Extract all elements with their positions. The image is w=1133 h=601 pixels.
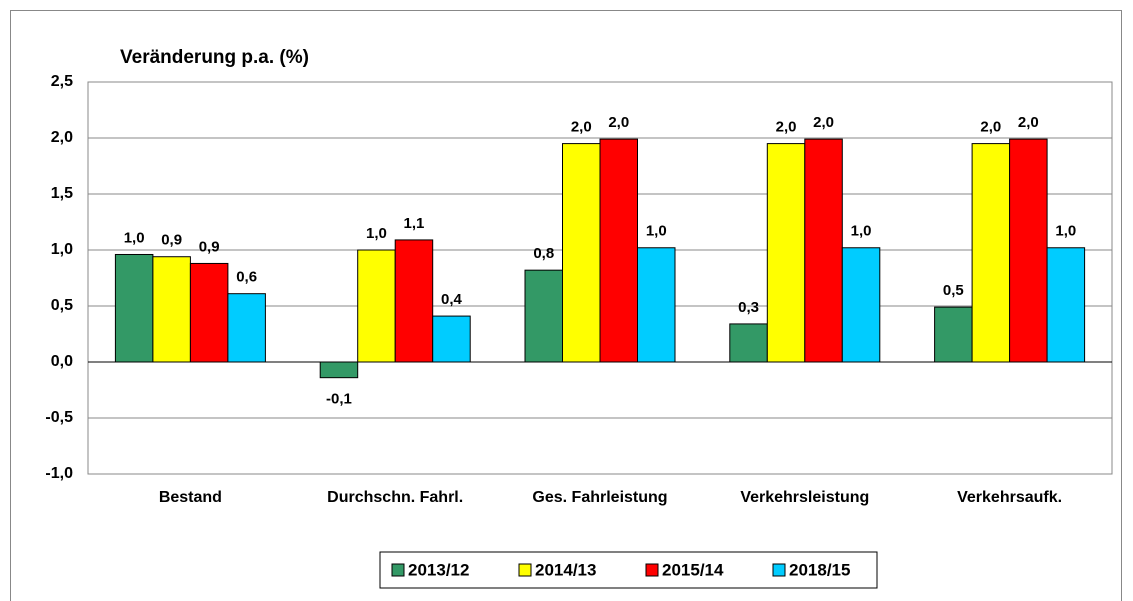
bar (1046, 247, 1086, 363)
data-label: 0,6 (236, 269, 257, 286)
data-label: 1,0 (646, 223, 667, 240)
data-label: 1,1 (404, 215, 425, 232)
bar (971, 143, 1011, 363)
bar (524, 269, 563, 363)
legend-label: 2014/13 (535, 560, 596, 579)
legend-swatch (772, 563, 786, 577)
legend-swatch (391, 563, 405, 577)
data-label: 1,0 (851, 223, 872, 240)
bar (319, 361, 359, 379)
x-tick-label: Verkehrsaufk. (957, 489, 1062, 506)
bar (432, 315, 471, 363)
y-tick-label: 2,0 (51, 129, 73, 146)
bar (729, 323, 768, 363)
bar (599, 138, 638, 363)
legend-box (379, 551, 878, 589)
x-tick-label: Verkehrsleistung (740, 489, 869, 506)
x-tick-label: Bestand (159, 489, 222, 506)
bar (114, 253, 154, 363)
data-label: 1,0 (1055, 223, 1076, 240)
data-label: 0,5 (943, 282, 964, 299)
bar (841, 247, 881, 363)
data-label: 2,0 (813, 114, 834, 131)
data-label: 0,9 (161, 232, 182, 249)
legend-swatch (645, 563, 659, 577)
bar (804, 138, 843, 363)
data-label: -0,1 (326, 391, 352, 408)
legend-swatch (518, 563, 532, 577)
y-tick-label: 1,0 (51, 241, 73, 258)
bar (357, 249, 396, 363)
data-label: 1,0 (366, 225, 387, 242)
bar (637, 247, 676, 363)
legend-label: 2013/12 (408, 560, 469, 579)
data-label: 2,0 (980, 119, 1001, 136)
bar (766, 143, 806, 363)
y-tick-label: 2,5 (51, 73, 73, 90)
chart-title: Veränderung p.a. (%) (120, 47, 309, 68)
legend-label: 2018/15 (789, 560, 850, 579)
data-label: 2,0 (1018, 114, 1039, 131)
x-tick-label: Ges. Fahrleistung (532, 489, 667, 506)
y-tick-label: -1,0 (45, 465, 73, 482)
data-label: 1,0 (124, 229, 145, 246)
y-tick-label: -0,5 (45, 409, 73, 426)
data-label: 0,3 (738, 299, 759, 316)
y-tick-label: 0,0 (51, 353, 73, 370)
data-label: 2,0 (608, 114, 629, 131)
y-tick-label: 0,5 (51, 297, 73, 314)
data-label: 0,8 (533, 245, 554, 262)
data-label: 2,0 (571, 119, 592, 136)
bar (227, 293, 266, 363)
bar (189, 262, 229, 363)
y-tick-label: 1,5 (51, 185, 73, 202)
bar (1009, 138, 1048, 363)
bar (152, 256, 191, 363)
data-label: 0,9 (199, 238, 220, 255)
bar (562, 143, 601, 363)
bar (934, 306, 973, 363)
data-label: 0,4 (441, 291, 463, 308)
data-label: 2,0 (776, 119, 797, 136)
x-tick-label: Durchschn. Fahrl. (327, 489, 463, 506)
chart-frame (10, 10, 1122, 601)
bar (394, 239, 434, 363)
legend-label: 2015/14 (662, 560, 724, 579)
